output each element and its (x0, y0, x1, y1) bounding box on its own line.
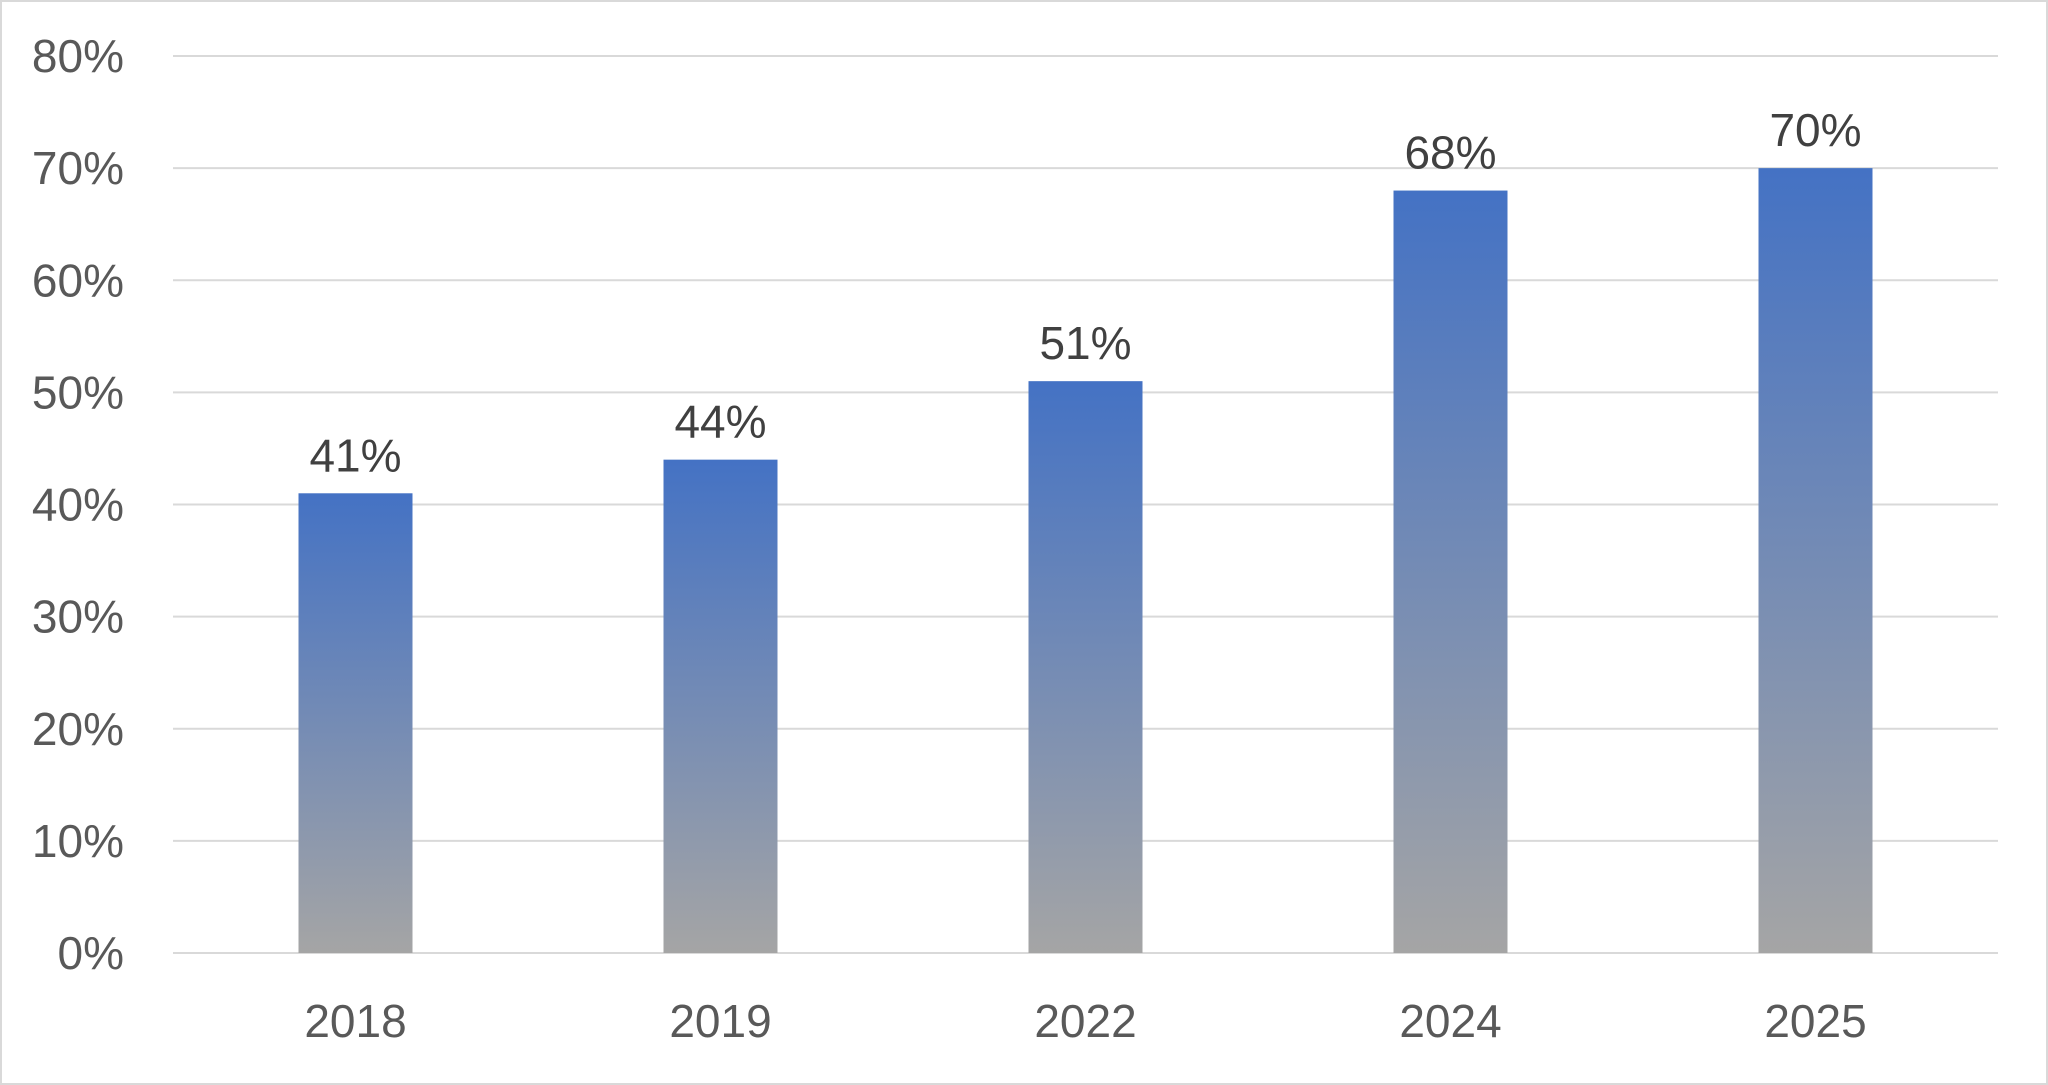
data-label: 70% (1769, 104, 1861, 156)
bar (298, 493, 413, 953)
bar (1028, 381, 1143, 954)
data-label: 44% (674, 396, 766, 448)
bar (1393, 190, 1508, 954)
y-tick-label: 0% (58, 927, 124, 979)
bar (663, 459, 778, 953)
x-tick-label: 2019 (669, 995, 771, 1047)
x-tick-label: 2025 (1764, 995, 1866, 1047)
y-tick-label: 70% (32, 142, 124, 194)
x-tick-label: 2022 (1034, 995, 1136, 1047)
y-tick-label: 80% (32, 30, 124, 82)
y-tick-label: 10% (32, 815, 124, 867)
y-tick-label: 60% (32, 254, 124, 306)
y-axis: 0% 10% 20% 30% 40% 50% 60% 70% 80% (32, 30, 124, 979)
x-axis: 2018 2019 2022 2024 2025 (304, 995, 1866, 1047)
x-tick-label: 2024 (1399, 995, 1501, 1047)
bar (1758, 168, 1873, 953)
data-label: 41% (309, 429, 401, 481)
y-tick-label: 30% (32, 591, 124, 643)
bars (298, 168, 1873, 954)
data-label: 68% (1404, 127, 1496, 179)
x-tick-label: 2018 (304, 995, 406, 1047)
data-labels: 41% 44% 51% 68% 70% (309, 104, 1861, 481)
y-tick-label: 50% (32, 366, 124, 418)
data-label: 51% (1039, 317, 1131, 369)
y-tick-label: 20% (32, 703, 124, 755)
y-tick-label: 40% (32, 479, 124, 531)
